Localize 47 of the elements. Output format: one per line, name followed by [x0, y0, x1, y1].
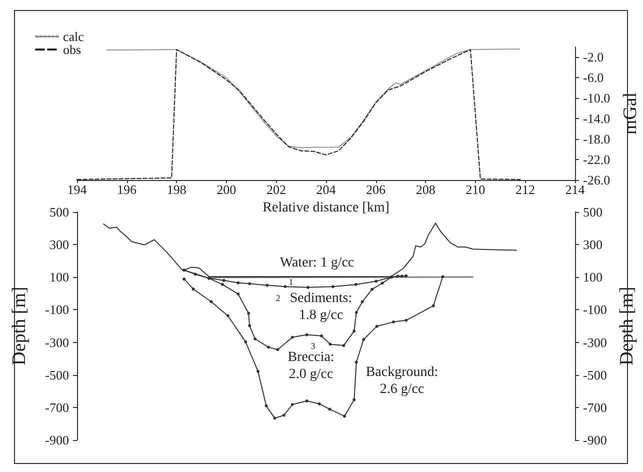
y2-tick-label: 100: [583, 270, 602, 285]
x-tick-label: 200: [216, 182, 236, 197]
y2-tick-label: -900: [583, 432, 607, 448]
y2-tick-label: -22.0: [583, 152, 610, 168]
x-tick-label: 202: [266, 182, 286, 197]
annotation: 1: [288, 277, 294, 287]
annotation: 3: [310, 341, 316, 351]
legend-label: calc: [63, 29, 84, 44]
x-tick-label: 204: [316, 182, 336, 197]
y2-tick-label: -26.0: [583, 172, 610, 188]
y2-tick-label: -18.0: [583, 132, 610, 147]
y2-tick-label: -10.0: [583, 90, 610, 106]
y2-tick-label: -100: [583, 302, 607, 318]
y2-axis-title: Depth [m]: [616, 286, 638, 366]
y-tick-label: -700: [45, 400, 69, 415]
x-axis-title: Relative distance [km]: [262, 200, 390, 216]
y-tick-label: 100: [50, 270, 69, 285]
annotation: Water: 1 g/cc: [280, 256, 354, 270]
legend-label: obs: [63, 42, 82, 57]
y-axis-title: Depth [m]: [9, 286, 30, 366]
y2-tick-label: -700: [583, 400, 607, 415]
y-tick-label: 500: [50, 204, 69, 220]
x-tick-label: 214: [565, 182, 586, 197]
y2-tick-label: -500: [583, 367, 607, 382]
x-tick-label: 210: [466, 182, 486, 197]
y-tick-label: -500: [45, 367, 69, 382]
y2-tick-label: -14.0: [583, 111, 610, 126]
y2-tick-label: -6.0: [583, 70, 604, 86]
y2-tick-label: 300: [583, 237, 602, 252]
y-tick-label: -300: [45, 334, 69, 350]
y-tick-label: -100: [45, 302, 69, 318]
annotation: Sediments: 1.8 g/cc: [290, 291, 352, 323]
y2-tick-label: -300: [583, 334, 607, 350]
annotation: Breccia: 2.0 g/cc: [288, 350, 334, 382]
annotation: Background: 2.6 g/cc: [366, 365, 438, 397]
y2-tick-label: 500: [583, 204, 602, 220]
x-tick-label: 194: [67, 182, 88, 197]
x-tick-label: 198: [166, 182, 186, 197]
y-tick-label: 300: [50, 237, 69, 252]
y2-axis-title: mGal: [620, 92, 641, 135]
annotation: 2: [276, 293, 280, 303]
y2-tick-label: -2.0: [583, 50, 604, 65]
x-tick-label: 196: [117, 182, 138, 197]
y-tick-label: -900: [45, 432, 69, 448]
x-tick-label: 212: [515, 182, 535, 197]
x-tick-label: 206: [366, 182, 386, 197]
x-tick-label: 208: [416, 182, 436, 197]
